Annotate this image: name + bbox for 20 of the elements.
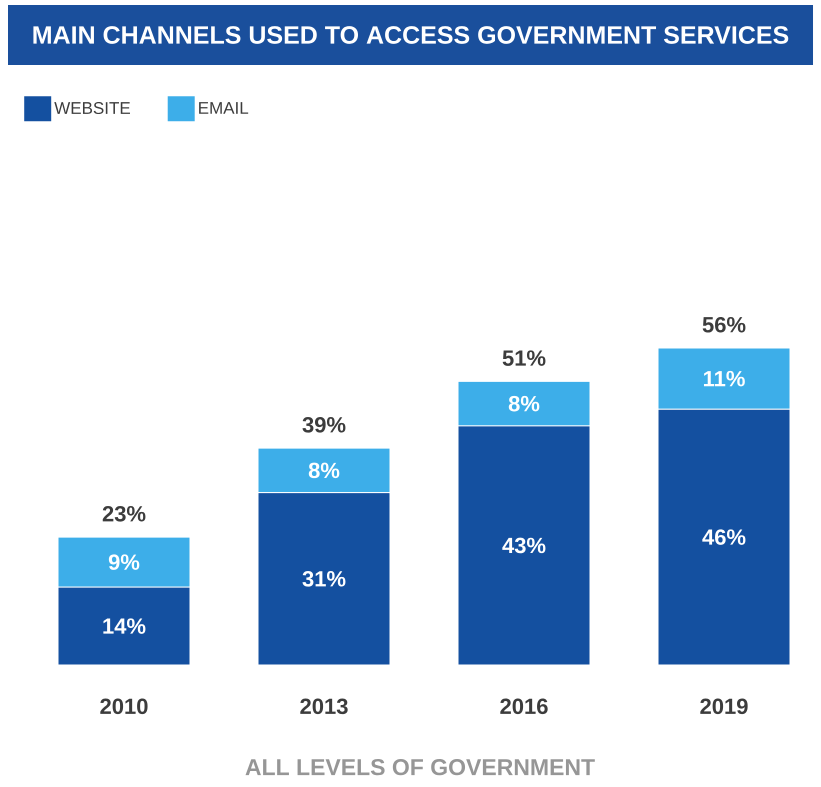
data-label: 8% <box>308 462 340 478</box>
x-tick-label: 2019 <box>700 698 748 714</box>
total-label: 51% <box>502 350 546 366</box>
legend-label: EMAIL <box>199 102 248 114</box>
total-label: 56% <box>702 316 746 333</box>
data-label: 14% <box>103 618 146 634</box>
data-label: 46% <box>702 529 746 545</box>
data-label: 8% <box>508 396 540 412</box>
chart-title: MAIN CHANNELS USED TO ACCESS GOVERNMENT SERVICES <box>33 26 788 44</box>
legend-label: WEBSITE <box>54 102 130 114</box>
x-tick-label: 2010 <box>100 698 148 714</box>
x-tick-label: 2013 <box>300 698 348 714</box>
data-label: 9% <box>108 554 140 570</box>
data-label: 43% <box>502 538 546 554</box>
x-tick-label: 2016 <box>500 698 548 714</box>
total-label: 39% <box>302 416 346 433</box>
data-label: 11% <box>704 370 745 386</box>
data-label: 31% <box>302 571 346 587</box>
total-label: 23% <box>102 506 146 522</box>
x-axis-title: ALL LEVELS OF GOVERNMENT <box>246 759 595 776</box>
